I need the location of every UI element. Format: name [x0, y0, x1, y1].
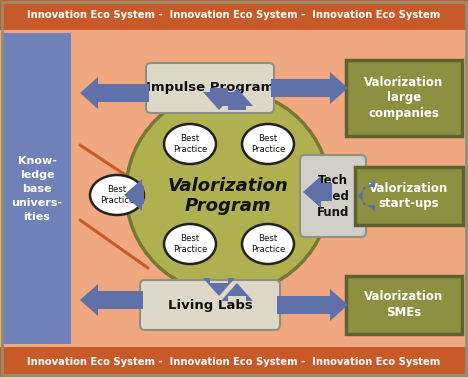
Text: Innovation Eco System -  Innovation Eco System -  Innovation Eco System: Innovation Eco System - Innovation Eco S…: [27, 10, 441, 20]
Ellipse shape: [164, 224, 216, 264]
Ellipse shape: [242, 124, 294, 164]
FancyBboxPatch shape: [355, 167, 463, 225]
FancyArrow shape: [277, 289, 348, 321]
Text: Valorization
SMEs: Valorization SMEs: [365, 291, 444, 319]
FancyBboxPatch shape: [300, 155, 366, 237]
Bar: [0, 0, 468, 30]
Text: Valorization: Valorization: [168, 177, 288, 195]
Ellipse shape: [242, 224, 294, 264]
FancyBboxPatch shape: [146, 63, 274, 113]
Text: Know-
ledge
base
univers-
ities: Know- ledge base univers- ities: [12, 155, 63, 222]
FancyArrow shape: [203, 278, 235, 296]
Text: Best
Practice: Best Practice: [251, 134, 285, 154]
FancyArrow shape: [303, 176, 332, 208]
FancyArrow shape: [357, 180, 375, 212]
Ellipse shape: [90, 175, 144, 215]
FancyArrow shape: [80, 284, 143, 316]
Text: Program: Program: [185, 197, 271, 215]
Text: Best
Practice: Best Practice: [173, 134, 207, 154]
FancyBboxPatch shape: [346, 60, 462, 136]
Text: Valorization
large
companies: Valorization large companies: [365, 75, 444, 121]
Text: Valorization
start-ups: Valorization start-ups: [369, 181, 449, 210]
Text: Best
Practice: Best Practice: [173, 234, 207, 254]
FancyArrow shape: [203, 88, 235, 110]
Bar: [0, 347, 468, 377]
FancyBboxPatch shape: [140, 280, 280, 330]
Text: Best
Practice: Best Practice: [251, 234, 285, 254]
Text: Best
Practice: Best Practice: [100, 185, 134, 205]
Circle shape: [126, 90, 330, 294]
FancyArrow shape: [271, 72, 348, 104]
Ellipse shape: [164, 124, 216, 164]
FancyArrow shape: [80, 77, 149, 109]
Bar: [3, 33, 71, 344]
Text: Innovation Eco System -  Innovation Eco System -  Innovation Eco System: Innovation Eco System - Innovation Eco S…: [27, 357, 441, 367]
Text: Tech
Seed
Fund: Tech Seed Fund: [316, 173, 350, 219]
Text: Living Labs: Living Labs: [168, 299, 252, 311]
FancyArrow shape: [124, 179, 144, 211]
FancyBboxPatch shape: [346, 276, 462, 334]
FancyArrow shape: [221, 283, 253, 301]
FancyArrow shape: [221, 88, 253, 110]
Text: Impulse Program: Impulse Program: [146, 81, 274, 95]
